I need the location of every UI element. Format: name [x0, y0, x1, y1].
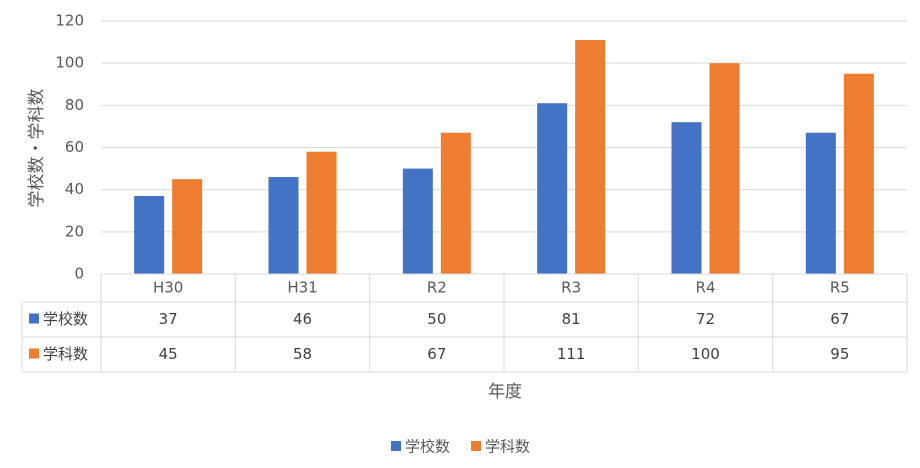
legend-label: 学科数	[485, 438, 530, 456]
bar-学科数-R2	[440, 132, 471, 274]
data-table: H30 H31 R2 R3 R4 R5 学校数 37 46 50 81 72 67 学科数 45 58 67 11…	[21, 273, 908, 373]
x-tick-label: R2	[427, 279, 447, 297]
data-label: 45	[159, 345, 178, 363]
x-tick-label: R3	[561, 279, 581, 297]
data-label: 58	[293, 345, 312, 363]
x-tick-label: H31	[287, 279, 317, 297]
y-tick-label: 60	[65, 138, 84, 156]
legend-key	[471, 441, 481, 451]
x-tick-label: R4	[696, 279, 716, 297]
data-label: 46	[293, 310, 312, 328]
legend-label: 学校数	[405, 438, 450, 456]
bar-学校数-R4	[671, 122, 702, 274]
bars	[134, 39, 874, 274]
data-label: 67	[830, 310, 849, 328]
x-tick-label: R5	[830, 279, 850, 297]
y-tick-label: 120	[55, 12, 84, 30]
bar-学科数-H30	[172, 179, 203, 274]
bar-学校数-H30	[134, 195, 165, 274]
bar-学校数-H31	[268, 177, 299, 274]
table-series-label: 学校数	[43, 310, 88, 328]
bar-学科数-H31	[306, 151, 337, 274]
bar-学科数-R4	[709, 63, 740, 274]
table-series-label: 学科数	[43, 345, 88, 363]
data-label: 50	[427, 310, 446, 328]
bar-学校数-R2	[402, 168, 433, 274]
y-tick-label: 100	[55, 54, 84, 72]
y-tick-label: 0	[74, 265, 84, 283]
data-label: 100	[691, 345, 720, 363]
bar-学校数-R5	[805, 132, 836, 274]
table-legend-key	[29, 313, 39, 324]
y-axis-label: 学校数・学科数	[27, 89, 47, 208]
bar-学科数-R5	[843, 73, 874, 274]
data-label: 37	[159, 310, 178, 328]
data-label: 72	[696, 310, 715, 328]
y-tick-label: 80	[65, 96, 84, 114]
y-tick-label: 20	[65, 222, 84, 240]
data-label: 81	[562, 310, 581, 328]
bar-学校数-R3	[537, 103, 568, 274]
y-tick-label: 40	[65, 180, 84, 198]
bar-学科数-R3	[575, 39, 606, 274]
x-tick-label: H30	[153, 279, 183, 297]
y-axis-ticks: 0 20 40 60 80 100 120	[55, 12, 84, 283]
gridlines	[101, 20, 907, 275]
data-label: 67	[427, 345, 446, 363]
data-label: 95	[830, 345, 849, 363]
legend: 学校数 学科数	[391, 438, 530, 456]
x-axis-label: 年度	[488, 382, 522, 402]
data-label: 111	[557, 345, 586, 363]
legend-key	[391, 441, 401, 451]
table-legend-key	[29, 348, 39, 359]
